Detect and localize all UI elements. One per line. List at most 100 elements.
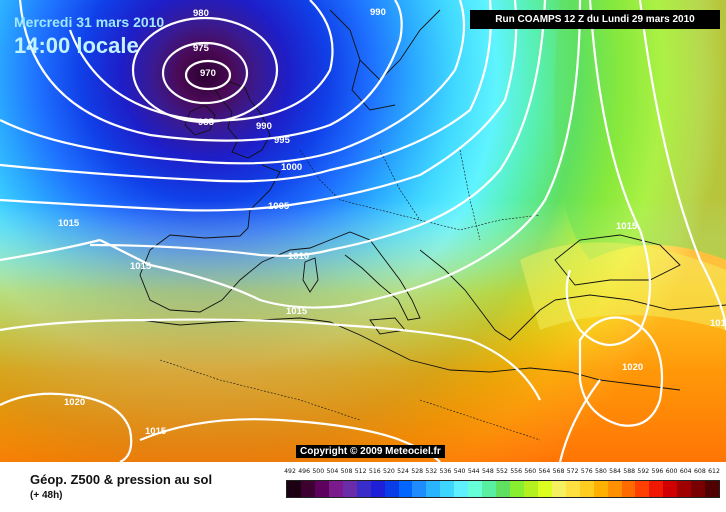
isobar-label: 1015 [58, 218, 80, 229]
scale-swatch [482, 481, 497, 497]
coast-britain [214, 81, 271, 159]
isobars [0, 0, 726, 462]
scale-label: 492 [284, 468, 296, 475]
scale-swatch [649, 481, 664, 497]
isobar-label: 1015 [286, 306, 308, 317]
scale-swatch [398, 481, 413, 497]
isobar-995 [0, 0, 466, 165]
scale-swatch [454, 481, 469, 497]
scale-label: 520 [383, 468, 395, 475]
isobar-970 [184, 59, 232, 91]
scale-label: 536 [439, 468, 452, 475]
scale-swatch [607, 481, 622, 497]
scale-label: 528 [411, 468, 424, 475]
coast-sardinia [302, 257, 319, 293]
scale-swatch [579, 481, 594, 497]
scale-swatch [328, 481, 343, 497]
scale-swatch [468, 481, 483, 497]
scale-swatch [370, 481, 385, 497]
scale-label: 548 [481, 468, 494, 475]
isobar-label: 980 [193, 8, 209, 19]
scale-label: 608 [693, 468, 706, 475]
isobar-label: 1020 [622, 362, 643, 373]
scale-label: 496 [298, 468, 311, 475]
isobar-1015-far-east [638, 0, 726, 331]
isobar-misc [558, 379, 601, 462]
isobar-1015 [0, 0, 582, 309]
isobar-1020-east [578, 316, 664, 427]
model-run-label: Run COAMPS 12 Z du Lundi 29 mars 2010 [470, 10, 720, 29]
scale-label: 580 [595, 468, 607, 475]
isobar-label: 1020 [64, 397, 85, 408]
scale-label: 600 [665, 468, 678, 475]
scale-label: 540 [453, 468, 466, 475]
legend-footer: Géop. Z500 & pression au sol (+ 48h) 492… [0, 462, 726, 512]
coast-italy [329, 231, 421, 321]
color-scale-bar [286, 480, 720, 498]
country-borders-africa [159, 359, 541, 441]
isobar-975 [161, 41, 249, 105]
scale-swatch [384, 481, 399, 497]
scale-label: 572 [566, 468, 579, 475]
isobar-label: 985 [198, 117, 215, 128]
isobar-label: 1000 [281, 162, 302, 173]
isobar-980 [131, 16, 279, 124]
map-canvas: 980 975 970 985 990 990 995 1000 1005 10… [0, 0, 726, 462]
scale-label: 524 [397, 468, 409, 475]
isobar-label: 990 [370, 7, 386, 18]
scale-swatch [677, 481, 692, 497]
scale-label: 500 [312, 468, 325, 475]
z500-field-yellow-ridge [520, 242, 726, 330]
isobar-label: 990 [256, 121, 272, 132]
scale-swatch [510, 481, 524, 497]
scale-label: 612 [708, 468, 720, 475]
isobar-1010 [89, 0, 547, 257]
scale-swatch [663, 481, 678, 497]
scale-label: 592 [637, 468, 650, 475]
scale-label: 564 [538, 468, 551, 475]
scale-label: 604 [679, 468, 692, 475]
isobar-990 [18, 0, 403, 142]
scale-label: 532 [425, 468, 438, 475]
isobar-label: 1005 [268, 201, 290, 212]
forecast-map: 980 975 970 985 990 990 995 1000 1005 10… [0, 0, 726, 462]
isobar-1015-south [0, 318, 541, 401]
isobar-label: 1010 [288, 251, 309, 262]
isobar-label: 970 [200, 68, 216, 79]
isobar-985 [68, 0, 334, 122]
isobar-1005 [0, 0, 518, 212]
scale-label: 568 [552, 468, 565, 475]
isobar-1015-east [565, 0, 652, 346]
scale-swatch [593, 481, 608, 497]
scale-label: 512 [354, 468, 367, 475]
legend-subtitle: (+ 48h) [30, 490, 63, 501]
scale-swatch [551, 481, 566, 497]
coast-balkans [419, 249, 556, 341]
isobar-label: 975 [193, 43, 210, 54]
scale-swatch [621, 481, 636, 497]
legend-title: Géop. Z500 & pression au sol [30, 472, 213, 487]
scale-swatch [537, 481, 552, 497]
isobar-label: 1015 [145, 426, 167, 437]
scale-swatch [426, 481, 441, 497]
scale-label: 556 [510, 468, 523, 475]
scale-swatch [412, 481, 427, 497]
scale-swatch [565, 481, 580, 497]
scale-label: 508 [340, 468, 353, 475]
isobar-1000 [0, 0, 492, 183]
isobar-label: 995 [274, 135, 291, 146]
scale-swatch [705, 481, 720, 497]
scale-label: 544 [467, 468, 480, 475]
coast-ireland [184, 104, 216, 136]
scale-swatch [314, 481, 329, 497]
scale-swatch [523, 481, 538, 497]
isobar-label: 1015 [130, 261, 152, 272]
scale-swatch [300, 481, 315, 497]
scale-swatch [496, 481, 510, 497]
scale-label: 516 [368, 468, 381, 475]
isobar-1020-west [0, 392, 133, 462]
coast-turkey [554, 294, 726, 311]
coast-black-sea [554, 234, 681, 286]
scale-swatch [440, 481, 455, 497]
country-borders [299, 149, 541, 241]
